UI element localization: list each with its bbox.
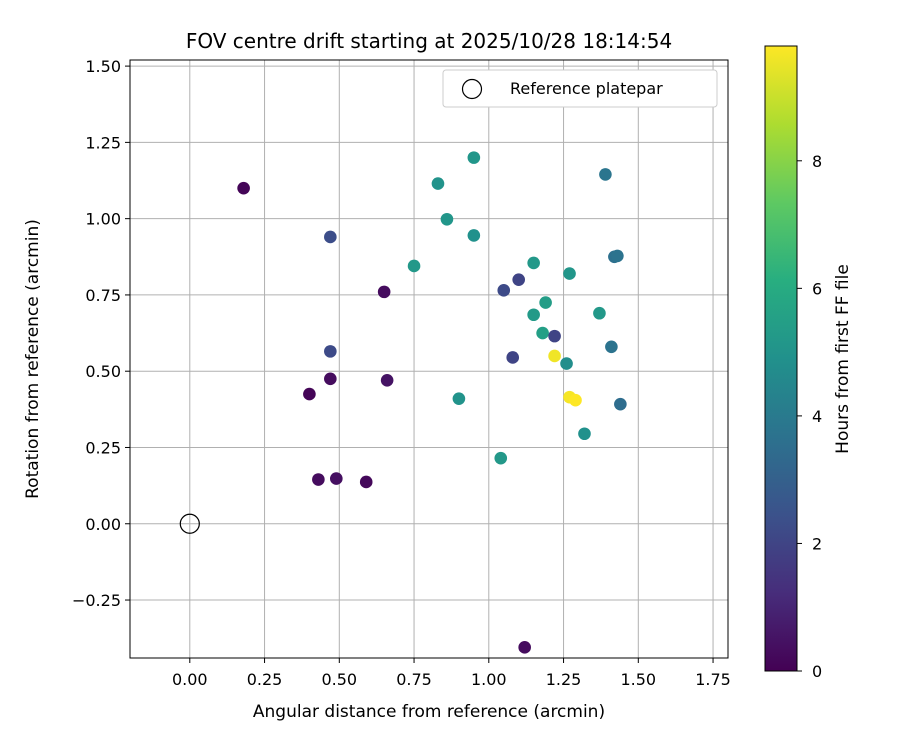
data-point-0 [237, 181, 250, 195]
colorbar-tick-label: 4 [812, 407, 822, 426]
colorbar-ticks: 0 2 4 6 8 [797, 152, 822, 681]
colorbar-label: Hours from first FF file [833, 264, 853, 454]
colorbar-tick-label: 2 [812, 534, 822, 553]
data-points [237, 151, 627, 654]
colorbar-tick-label: 8 [812, 152, 822, 171]
data-point-16 [494, 451, 508, 465]
data-point-19 [506, 351, 520, 364]
data-point-37 [614, 397, 627, 411]
chart-title: FOV centre drift starting at 2025/10/28 … [186, 29, 672, 53]
data-point-18 [512, 273, 525, 286]
data-point-21 [527, 308, 540, 322]
y-axis-label: Rotation from reference (arcmin) [23, 219, 43, 499]
data-point-9 [359, 475, 373, 489]
data-point-20 [518, 641, 531, 654]
colorbar: 0 2 4 6 8 Hours from first FF file [764, 45, 853, 681]
y-tick-label: 0.25 [85, 438, 121, 457]
data-point-24 [539, 296, 552, 309]
x-tick-label: 1.00 [471, 670, 507, 689]
y-tick-label: 0.00 [85, 515, 121, 534]
x-tick-label: 0.50 [321, 670, 357, 689]
data-point-12 [440, 212, 454, 226]
data-point-4 [324, 372, 337, 386]
data-point-7 [312, 473, 325, 486]
data-point-6 [380, 374, 394, 387]
data-point-5 [377, 285, 391, 299]
y-tick-label: 1.25 [85, 133, 121, 152]
x-tick-label: 0.00 [172, 670, 208, 689]
y-tick-label: 0.50 [85, 362, 121, 381]
data-point-1 [324, 230, 337, 244]
data-point-15 [452, 392, 466, 405]
x-tick-label: 0.75 [396, 670, 432, 689]
data-point-25 [548, 329, 561, 343]
data-point-2 [324, 345, 337, 358]
y-tick-label: 0.75 [85, 286, 121, 305]
data-point-32 [593, 306, 606, 320]
data-point-27 [560, 357, 573, 370]
colorbar-tick-label: 0 [812, 662, 822, 681]
data-point-31 [578, 427, 591, 441]
x-tick-label: 1.75 [695, 670, 731, 689]
data-point-11 [431, 177, 445, 190]
grid-lines [130, 60, 728, 658]
data-point-36 [611, 249, 624, 263]
legend: Reference platepar [442, 69, 718, 108]
y-tick-label: 1.50 [85, 57, 121, 76]
data-point-22 [527, 256, 540, 270]
data-point-30 [569, 393, 582, 407]
data-point-14 [467, 151, 481, 164]
data-point-17 [497, 284, 511, 297]
data-point-3 [303, 387, 316, 401]
colorbar-tick-label: 6 [812, 279, 822, 298]
y-tick-label: −0.25 [72, 591, 121, 610]
x-tick-label: 1.50 [620, 670, 656, 689]
x-axis-ticks: 0.00 0.25 0.50 0.75 1.00 1.25 1.50 1.75 [172, 658, 731, 689]
data-point-26 [548, 349, 561, 363]
y-axis-ticks: −0.25 0.00 0.25 0.50 0.75 1.00 1.25 1.50 [72, 57, 130, 610]
data-point-33 [599, 168, 612, 181]
data-point-34 [605, 340, 618, 354]
legend-reference-marker [461, 78, 483, 100]
colorbar-gradient [764, 45, 798, 672]
data-point-13 [467, 229, 481, 242]
legend-box [442, 69, 718, 108]
x-tick-label: 0.25 [247, 670, 283, 689]
plot-frame [129, 59, 729, 659]
x-axis-label: Angular distance from reference (arcmin) [253, 702, 605, 722]
data-point-8 [330, 472, 343, 485]
reference-platepar-marker [179, 513, 200, 534]
data-point-10 [407, 259, 421, 273]
data-point-28 [563, 267, 576, 280]
data-point-23 [536, 326, 549, 340]
y-tick-label: 1.00 [85, 210, 121, 229]
legend-entry-reference-platepar: Reference platepar [510, 79, 663, 98]
x-tick-label: 1.25 [546, 670, 582, 689]
